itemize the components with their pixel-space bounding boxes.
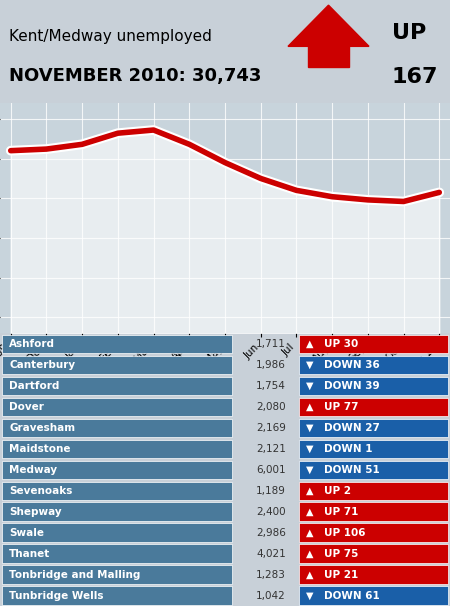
FancyBboxPatch shape bbox=[2, 565, 232, 584]
Text: UP 30: UP 30 bbox=[324, 339, 358, 349]
Text: 2,400: 2,400 bbox=[256, 507, 286, 516]
FancyBboxPatch shape bbox=[299, 335, 448, 353]
Text: NOVEMBER 2010: 30,743: NOVEMBER 2010: 30,743 bbox=[9, 67, 261, 85]
Text: ▲: ▲ bbox=[306, 507, 314, 516]
Polygon shape bbox=[288, 5, 369, 47]
Text: Tunbridge Wells: Tunbridge Wells bbox=[9, 590, 104, 601]
Text: ▼: ▼ bbox=[306, 381, 314, 391]
FancyBboxPatch shape bbox=[2, 398, 232, 416]
Text: ▲: ▲ bbox=[306, 570, 314, 579]
Text: ▲: ▲ bbox=[306, 339, 314, 349]
Text: ▼: ▼ bbox=[306, 444, 314, 454]
Text: 2,121: 2,121 bbox=[256, 444, 286, 454]
Text: Sevenoaks: Sevenoaks bbox=[9, 485, 72, 496]
Text: Gravesham: Gravesham bbox=[9, 423, 75, 433]
Text: DOWN 36: DOWN 36 bbox=[324, 360, 380, 370]
FancyBboxPatch shape bbox=[2, 356, 232, 374]
FancyBboxPatch shape bbox=[2, 335, 232, 353]
Bar bbox=[308, 44, 349, 67]
Text: ▼: ▼ bbox=[306, 360, 314, 370]
Text: Canterbury: Canterbury bbox=[9, 360, 75, 370]
FancyBboxPatch shape bbox=[299, 356, 448, 374]
FancyBboxPatch shape bbox=[299, 482, 448, 500]
Text: Shepway: Shepway bbox=[9, 507, 62, 516]
Text: Swale: Swale bbox=[9, 528, 44, 538]
FancyBboxPatch shape bbox=[2, 587, 232, 605]
FancyBboxPatch shape bbox=[299, 439, 448, 458]
FancyBboxPatch shape bbox=[299, 398, 448, 416]
Text: 1,042: 1,042 bbox=[256, 590, 286, 601]
Text: DOWN 27: DOWN 27 bbox=[324, 423, 380, 433]
Text: UP 75: UP 75 bbox=[324, 548, 358, 559]
Text: Maidstone: Maidstone bbox=[9, 444, 71, 454]
Text: Dover: Dover bbox=[9, 402, 44, 411]
Text: 1,189: 1,189 bbox=[256, 485, 286, 496]
Text: UP 106: UP 106 bbox=[324, 528, 365, 538]
Text: Ashford: Ashford bbox=[9, 339, 55, 349]
FancyBboxPatch shape bbox=[299, 544, 448, 563]
FancyBboxPatch shape bbox=[2, 461, 232, 479]
FancyBboxPatch shape bbox=[2, 544, 232, 563]
Text: DOWN 51: DOWN 51 bbox=[324, 465, 380, 474]
Text: Tonbridge and Malling: Tonbridge and Malling bbox=[9, 570, 140, 579]
FancyBboxPatch shape bbox=[299, 376, 448, 395]
FancyBboxPatch shape bbox=[2, 376, 232, 395]
Text: ▼: ▼ bbox=[306, 465, 314, 474]
Text: 6,001: 6,001 bbox=[256, 465, 286, 474]
Text: DOWN 1: DOWN 1 bbox=[324, 444, 373, 454]
Text: ▲: ▲ bbox=[306, 548, 314, 559]
FancyBboxPatch shape bbox=[2, 502, 232, 521]
FancyBboxPatch shape bbox=[299, 524, 448, 542]
Text: Dartford: Dartford bbox=[9, 381, 59, 391]
Text: DOWN 39: DOWN 39 bbox=[324, 381, 380, 391]
Text: Thanet: Thanet bbox=[9, 548, 50, 559]
Text: ▲: ▲ bbox=[306, 528, 314, 538]
Text: Kent/Medway unemployed: Kent/Medway unemployed bbox=[9, 29, 212, 44]
FancyBboxPatch shape bbox=[299, 587, 448, 605]
Text: 1,283: 1,283 bbox=[256, 570, 286, 579]
Text: 1,711: 1,711 bbox=[256, 339, 286, 349]
Text: UP 21: UP 21 bbox=[324, 570, 358, 579]
FancyBboxPatch shape bbox=[299, 419, 448, 437]
Text: 167: 167 bbox=[392, 67, 438, 87]
Text: ▼: ▼ bbox=[306, 423, 314, 433]
Text: 1,754: 1,754 bbox=[256, 381, 286, 391]
Text: DOWN 61: DOWN 61 bbox=[324, 590, 380, 601]
Text: Medway: Medway bbox=[9, 465, 57, 474]
Text: 2,986: 2,986 bbox=[256, 528, 286, 538]
FancyBboxPatch shape bbox=[2, 439, 232, 458]
Text: 2,169: 2,169 bbox=[256, 423, 286, 433]
Text: UP: UP bbox=[392, 22, 426, 42]
FancyBboxPatch shape bbox=[299, 565, 448, 584]
FancyBboxPatch shape bbox=[2, 524, 232, 542]
FancyBboxPatch shape bbox=[2, 482, 232, 500]
Text: ▲: ▲ bbox=[306, 402, 314, 411]
FancyBboxPatch shape bbox=[299, 502, 448, 521]
Text: 4,021: 4,021 bbox=[256, 548, 286, 559]
Text: 1,986: 1,986 bbox=[256, 360, 286, 370]
Text: 2,080: 2,080 bbox=[256, 402, 286, 411]
Text: ▲: ▲ bbox=[306, 485, 314, 496]
Text: UP 2: UP 2 bbox=[324, 485, 351, 496]
FancyBboxPatch shape bbox=[2, 419, 232, 437]
FancyBboxPatch shape bbox=[299, 461, 448, 479]
Text: UP 71: UP 71 bbox=[324, 507, 358, 516]
Text: UP 77: UP 77 bbox=[324, 402, 359, 411]
Text: ▼: ▼ bbox=[306, 590, 314, 601]
